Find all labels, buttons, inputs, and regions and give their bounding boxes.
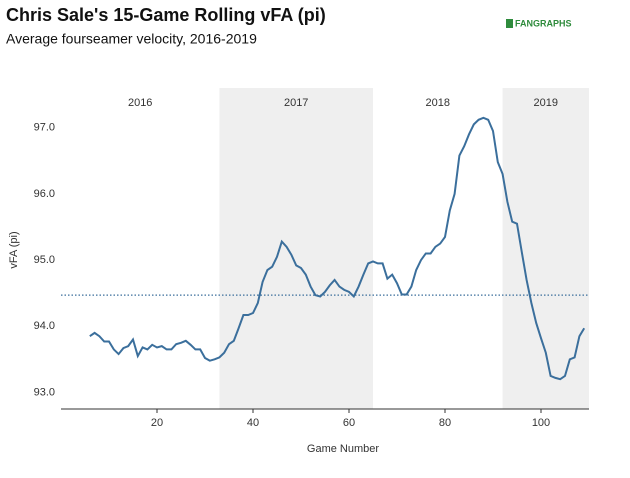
y-tick-label: 97.0 xyxy=(34,122,55,134)
y-tick-label: 94.0 xyxy=(34,320,55,332)
year-label: 2018 xyxy=(426,97,450,109)
x-tick-label: 60 xyxy=(343,417,355,429)
y-tick-label: 95.0 xyxy=(34,254,55,266)
chart-subtitle: Average fourseamer velocity, 2016-2019 xyxy=(6,31,257,47)
x-tick-label: 20 xyxy=(151,417,163,429)
y-tick-label: 96.0 xyxy=(34,188,55,200)
logo: FANGRAPHS xyxy=(515,18,572,28)
year-label: 2017 xyxy=(284,97,308,109)
x-tick-label: 40 xyxy=(247,417,259,429)
y-tick-label: 93.0 xyxy=(34,386,55,398)
y-axis-label: vFA (pi) xyxy=(8,231,20,268)
chart-title: Chris Sale's 15-Game Rolling vFA (pi) xyxy=(6,5,326,25)
year-label: 2019 xyxy=(534,97,558,109)
x-tick-label: 80 xyxy=(439,417,451,429)
year-band xyxy=(219,88,373,409)
series-line xyxy=(89,116,586,381)
x-tick-label: 100 xyxy=(532,417,550,429)
year-label: 2016 xyxy=(128,97,152,109)
x-axis-label: Game Number xyxy=(307,443,379,455)
year-band xyxy=(502,88,589,409)
logo-icon xyxy=(506,19,513,28)
